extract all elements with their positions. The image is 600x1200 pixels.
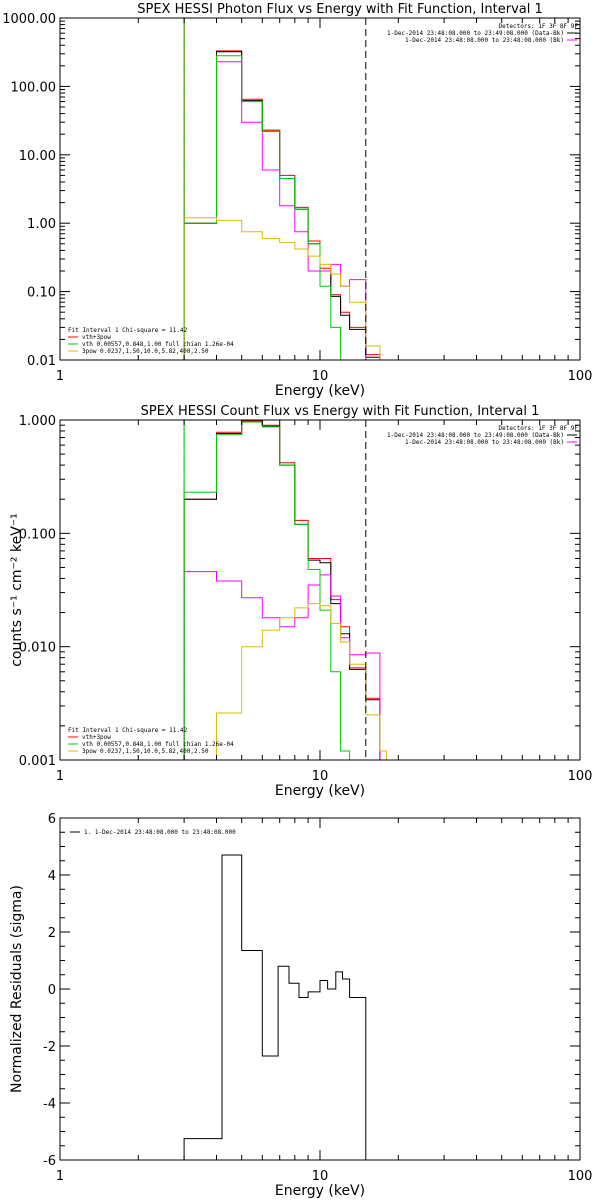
y-tick-label: 0.010 bbox=[19, 641, 56, 656]
y-tick-label: 0 bbox=[48, 983, 56, 998]
plot-frame bbox=[59, 17, 581, 361]
y-tick-label: 0.10 bbox=[27, 286, 56, 301]
y-tick-label: 1000.00 bbox=[2, 12, 56, 27]
legend-bottom-left-text: Fit Interval 1 Chi-square = 11.42 bbox=[68, 727, 188, 734]
chart-panel-1: 1 10 100 1000.00 100.00 10.00 1.00 0.10 0.01 SPEX… bbox=[2, 2, 592, 399]
x-tick-label: 10 bbox=[312, 769, 329, 784]
chart-panel-3: 1 10 100 6 4 2 0 -2 -4 -6 Energy (keV) Normalized R… bbox=[9, 812, 592, 1199]
series-line-1 bbox=[183, 420, 387, 760]
legend-top-right-text: Detectors: 1F 3F 8F 9F bbox=[499, 23, 579, 30]
series-line-2 bbox=[183, 421, 387, 760]
legend-bottom-left-text: vth 0.00557,0.848,1.00 full chian 1.26e-… bbox=[82, 341, 234, 348]
chart-panel-2: 1 10 100 1.000 0.100 0.010 0.001 SPEX HESSI Cou… bbox=[9, 404, 592, 799]
x-axis-label: Energy (keV) bbox=[275, 783, 365, 799]
legend-top-right-text: 1-Dec-2014 23:48:08.000 to 23:48:08.000 … bbox=[405, 37, 564, 44]
x-tick-label: 100 bbox=[568, 769, 593, 784]
x-tick-label: 100 bbox=[568, 369, 593, 384]
legend-bottom-left-text: Fit Interval 1 Chi-square = 11.42 bbox=[68, 327, 188, 334]
legend-bottom-left-text: vth+3pow bbox=[82, 734, 111, 741]
x-tick-label: 1 bbox=[56, 369, 64, 384]
series-line-4 bbox=[183, 421, 387, 760]
x-tick-label: 100 bbox=[568, 1169, 593, 1184]
x-tick-label: 10 bbox=[312, 369, 329, 384]
legend-bottom-left-text: 3pow 0.0237,1.50,10.0,5.82,400,2.50 bbox=[82, 748, 209, 755]
legend-bottom-left-text: 3pow 0.0237,1.50,10.0,5.82,400,2.50 bbox=[82, 348, 209, 355]
plot-area bbox=[183, 420, 387, 760]
y-tick-label: 10.00 bbox=[19, 149, 56, 164]
plot-area bbox=[183, 18, 381, 360]
series-line-2 bbox=[183, 18, 381, 360]
y-tick-label: 100.00 bbox=[11, 80, 57, 95]
chart-title: SPEX HESSI Photon Flux vs Energy with Fi… bbox=[137, 2, 543, 17]
y-tick-label: 1.000 bbox=[19, 414, 56, 429]
y-tick-label: 0.01 bbox=[27, 354, 56, 369]
y-tick-label: 1.00 bbox=[27, 217, 56, 232]
y-tick-label: -4 bbox=[43, 1097, 56, 1112]
series-line-4 bbox=[183, 18, 381, 360]
y-tick-label: 0.001 bbox=[19, 754, 56, 769]
series-line-1 bbox=[183, 854, 367, 1160]
series-line-1 bbox=[183, 50, 381, 360]
x-tick-label: 1 bbox=[56, 769, 64, 784]
legend-top-right-text: 1-Dec-2014 23:48:08.000 to 23:49:08.000 … bbox=[387, 432, 564, 439]
legend-bottom-left-text: vth 0.00557,0.848,1.00 full chian 1.26e-… bbox=[82, 741, 234, 748]
y-tick-label: 6 bbox=[48, 812, 56, 827]
chart-title: SPEX HESSI Count Flux vs Energy with Fit… bbox=[141, 404, 540, 419]
legend-bottom-left-text: vth+3pow bbox=[82, 334, 111, 341]
x-tick-label: 10 bbox=[312, 1169, 329, 1184]
legend-top-left-text: 1. 1-Dec-2014 23:48:08.000 to 23:48:08.0… bbox=[84, 829, 236, 836]
y-tick-label: 2 bbox=[48, 926, 56, 941]
x-axis-label: Energy (keV) bbox=[275, 1183, 365, 1199]
y-axis-label: Normalized Residuals (sigma) bbox=[9, 885, 25, 1093]
legend-top-right-text: Detectors: 1F 3F 8F 9F bbox=[499, 425, 579, 432]
x-tick-label: 1 bbox=[56, 1169, 64, 1184]
x-axis-label: Energy (keV) bbox=[275, 383, 365, 399]
y-axis-label: counts s⁻¹ cm⁻² keV⁻¹ bbox=[9, 513, 25, 667]
y-tick-label: -2 bbox=[43, 1040, 56, 1055]
y-tick-label: -6 bbox=[43, 1154, 56, 1169]
legend-top-right-text: 1-Dec-2014 23:48:08.000 to 23:49:08.000 … bbox=[387, 30, 564, 37]
y-tick-label: 4 bbox=[48, 869, 56, 884]
legend-top-right-text: 1-Dec-2014 23:48:08.000 to 23:48:08.000 … bbox=[405, 439, 564, 446]
plot-area bbox=[183, 854, 367, 1160]
series-line-3 bbox=[183, 18, 381, 360]
y-tick-label: 0.100 bbox=[19, 527, 56, 542]
series-line-5 bbox=[183, 217, 381, 360]
